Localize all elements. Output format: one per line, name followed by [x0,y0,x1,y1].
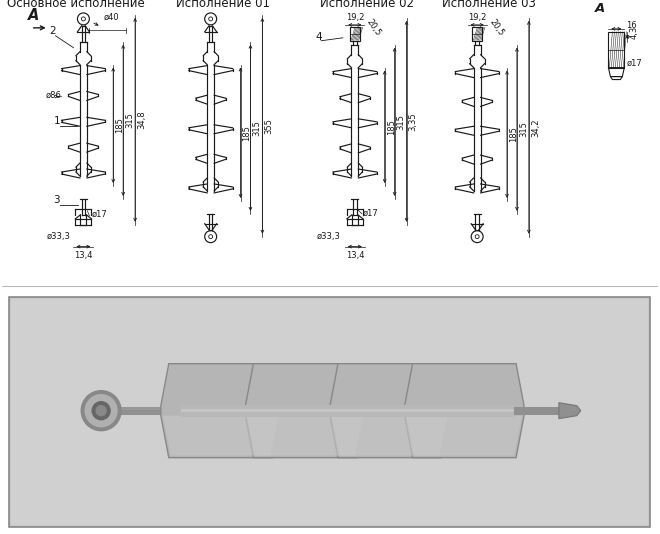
Polygon shape [559,403,581,419]
FancyBboxPatch shape [121,407,181,415]
Text: Исполнение 01: Исполнение 01 [176,0,270,10]
Text: 315: 315 [125,112,134,128]
Text: Исполнение 02: Исполнение 02 [320,0,414,10]
Bar [350,27,360,41]
Polygon shape [161,364,280,458]
Circle shape [81,391,121,431]
FancyBboxPatch shape [9,297,650,527]
Text: ø86: ø86 [46,90,61,99]
Text: 16: 16 [626,21,637,30]
Text: 34,8: 34,8 [137,111,146,129]
Text: 185: 185 [242,125,251,140]
Text: 2: 2 [50,26,56,36]
Bar [609,32,624,68]
FancyBboxPatch shape [11,299,648,525]
Text: ø33,3: ø33,3 [317,232,341,241]
Text: ø17: ø17 [91,210,107,219]
Text: 20,5: 20,5 [365,18,383,38]
Polygon shape [405,364,524,458]
Text: 185: 185 [509,127,518,142]
Text: A: A [28,8,39,23]
FancyBboxPatch shape [514,407,559,415]
Text: 355: 355 [265,118,273,134]
Text: 315: 315 [397,114,406,130]
Text: 13,4: 13,4 [346,250,364,260]
Polygon shape [246,364,365,458]
Text: 3,35: 3,35 [409,112,418,131]
Text: 13,4: 13,4 [74,250,92,260]
Polygon shape [330,364,449,458]
Polygon shape [407,415,522,456]
Text: 3: 3 [53,195,60,205]
FancyBboxPatch shape [181,409,514,412]
Text: 20,5: 20,5 [487,18,505,38]
Text: ø17: ø17 [626,59,642,68]
Text: 315: 315 [252,120,261,136]
Polygon shape [163,415,279,456]
Text: 185: 185 [387,119,396,135]
Text: 34,2: 34,2 [531,118,540,137]
Text: 19,2: 19,2 [346,13,364,22]
Circle shape [96,406,106,415]
Polygon shape [332,415,447,456]
FancyBboxPatch shape [181,405,514,417]
Text: ø17: ø17 [363,209,379,218]
Text: 19,2: 19,2 [468,13,486,22]
FancyBboxPatch shape [181,405,514,417]
Text: 1: 1 [53,116,60,127]
Text: 185: 185 [115,117,124,133]
Circle shape [92,402,110,420]
Polygon shape [248,415,363,456]
Text: Исполнение 03: Исполнение 03 [442,0,536,10]
Text: ø33,3: ø33,3 [47,232,71,241]
Text: A: A [595,2,605,15]
FancyBboxPatch shape [121,407,181,410]
Circle shape [85,395,117,427]
Text: Основное исполнение: Основное исполнение [7,0,145,10]
Text: 4,3: 4,3 [629,26,638,39]
Text: 315: 315 [519,121,528,137]
Text: ø40: ø40 [103,13,119,22]
Bar [473,27,482,41]
Text: 4: 4 [315,32,321,42]
